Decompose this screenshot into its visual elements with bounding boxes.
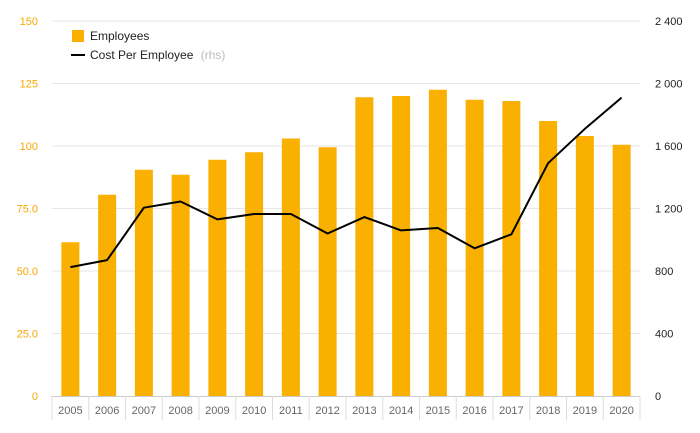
bar-employees [318, 147, 337, 396]
legend: Employees Cost Per Employee (rhs) [71, 29, 225, 62]
bar-employees [355, 97, 374, 396]
bar-employees [281, 138, 300, 396]
x-tick-label: 2014 [389, 405, 413, 417]
employees-bars [61, 89, 631, 396]
legend-label-rhs-note: (rhs) [201, 48, 226, 62]
x-tick-label: 2017 [499, 405, 523, 417]
x-tick-label: 2009 [205, 405, 229, 417]
y-left-tick-label: 125 [20, 79, 38, 91]
x-tick-label: 2016 [462, 405, 486, 417]
x-tick-label: 2019 [573, 405, 597, 417]
bar-employees [392, 96, 411, 396]
bar-employees [428, 89, 447, 396]
x-tick-label: 2020 [609, 405, 633, 417]
y-right-tick-label: 2 400 [655, 16, 683, 28]
y-right-tick-label: 1 600 [655, 141, 683, 153]
bar-employees [61, 242, 80, 396]
y-left-tick-label: 150 [20, 16, 38, 28]
bar-employees [612, 144, 631, 396]
bar-employees [171, 174, 190, 396]
bar-employees [539, 121, 558, 396]
bar-employees [502, 101, 521, 396]
x-tick-label: 2010 [242, 405, 266, 417]
legend-label-employees: Employees [90, 29, 149, 43]
x-tick-label: 2011 [279, 405, 303, 417]
x-tick-label: 2005 [58, 405, 82, 417]
x-tick-label: 2012 [315, 405, 339, 417]
y-right-tick-label: 2 000 [655, 79, 683, 91]
cost-per-employee-line-group [70, 96, 623, 269]
bar-employees [98, 194, 117, 396]
y-left-tick-label: 50.0 [17, 266, 38, 278]
x-tick-label: 2006 [95, 405, 119, 417]
legend-swatch-employees [72, 30, 84, 42]
legend-label-cost-per-employee-text: Cost Per Employee [90, 48, 194, 62]
bar-employees [134, 169, 153, 396]
x-tick-label: 2007 [132, 405, 156, 417]
bar-employees [245, 152, 264, 396]
line-cost-per-employee [70, 96, 623, 269]
y-right-tick-label: 1 200 [655, 204, 683, 216]
y-right-tick-label: 400 [655, 329, 673, 341]
bar-employees [208, 159, 227, 396]
y-left-tick-label: 75.0 [17, 204, 38, 216]
x-tick-label: 2013 [352, 405, 376, 417]
legend-label-cost-per-employee: Cost Per Employee (rhs) [90, 48, 225, 62]
axes: 0 25.0 50.0 75.0 100 125 150 0 400 800 1 200 1 600 2… [17, 16, 683, 420]
y-right-tick-label: 0 [655, 391, 661, 403]
x-tick-label: 2015 [426, 405, 450, 417]
y-left-tick-label: 25.0 [17, 329, 38, 341]
bar-employees [575, 136, 594, 396]
x-tick-label: 2008 [168, 405, 192, 417]
y-right-tick-label: 800 [655, 266, 673, 278]
y-left-tick-label: 0 [32, 391, 38, 403]
x-tick-label: 2018 [536, 405, 560, 417]
y-left-tick-label: 100 [20, 141, 38, 153]
